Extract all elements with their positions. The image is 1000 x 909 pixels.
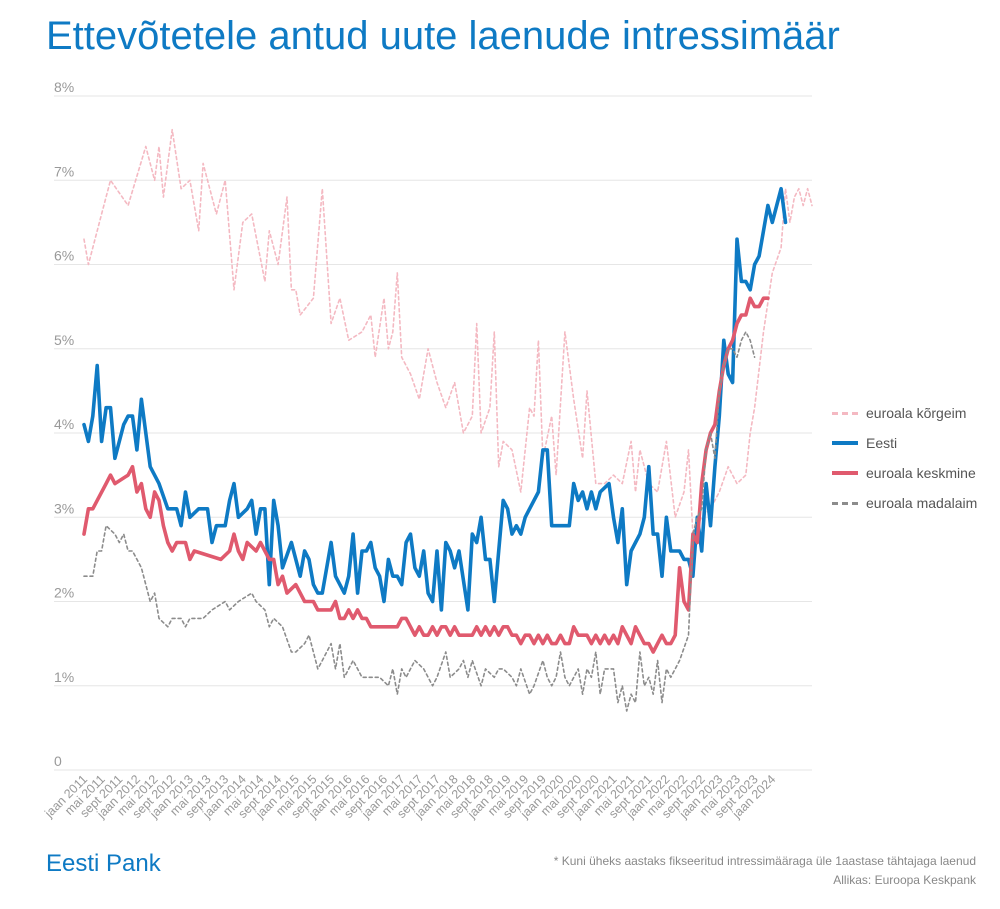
legend-swatch-eesti bbox=[832, 441, 858, 445]
y-tick-label: 5% bbox=[54, 332, 74, 348]
brand-logo-text: Eesti Pank bbox=[46, 850, 161, 877]
source-text: Allikas: Euroopa Keskpank bbox=[833, 873, 976, 887]
legend-swatch-keskmine bbox=[832, 471, 858, 475]
series-line-keskmine bbox=[82, 296, 770, 654]
y-tick-label: 7% bbox=[54, 163, 74, 179]
legend-item-korgeim: euroala kõrgeim bbox=[832, 398, 977, 428]
y-tick-label: 6% bbox=[54, 248, 74, 264]
y-tick-label: 1% bbox=[54, 669, 74, 685]
series-line-korgeim bbox=[83, 128, 813, 535]
footnote: * Kuni üheks aastaks fikseeritud intress… bbox=[554, 852, 976, 890]
legend-swatch-madalaim bbox=[832, 501, 858, 505]
legend-item-eesti: Eesti bbox=[832, 428, 977, 458]
y-tick-label: 8% bbox=[54, 79, 74, 95]
y-tick-label: 3% bbox=[54, 500, 74, 516]
legend-label-korgeim: euroala kõrgeim bbox=[866, 405, 967, 421]
legend-label-madalaim: euroala madalaim bbox=[866, 495, 978, 511]
y-tick-label: 0 bbox=[54, 753, 62, 769]
legend-swatch-korgeim bbox=[832, 411, 858, 415]
y-tick-label: 2% bbox=[54, 585, 74, 601]
y-tick-label: 4% bbox=[54, 416, 74, 432]
legend-label-eesti: Eesti bbox=[866, 435, 898, 451]
legend-label-keskmine: euroala keskmine bbox=[866, 465, 976, 481]
series-line-madalaim bbox=[83, 331, 756, 712]
legend-item-keskmine: euroala keskmine bbox=[832, 458, 977, 488]
chart-title: Ettevõtetele antud uute laenude intressi… bbox=[46, 14, 840, 58]
legend-item-madalaim: euroala madalaim bbox=[832, 488, 977, 518]
series-line-eesti bbox=[82, 186, 788, 612]
footnote-text: * Kuni üheks aastaks fikseeritud intress… bbox=[553, 854, 976, 868]
legend: euroala kõrgeim Eesti euroala keskmine e… bbox=[832, 398, 977, 518]
